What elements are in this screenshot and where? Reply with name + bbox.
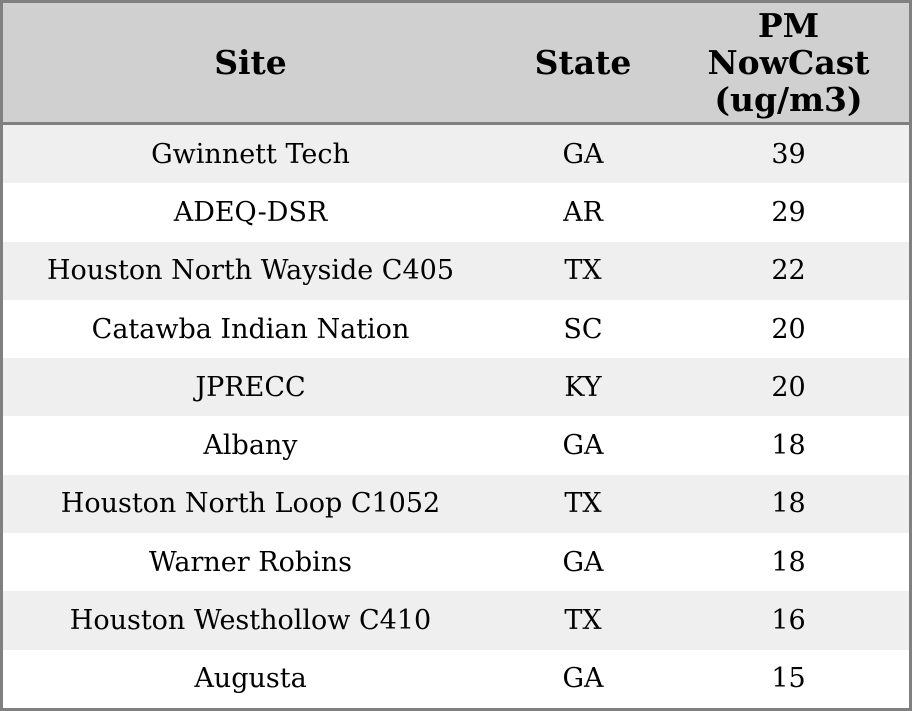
- site-cell: Houston North Wayside C405: [46, 255, 455, 287]
- pm-nowcast-cell: 18: [771, 546, 806, 578]
- site-cell: Augusta: [194, 663, 307, 695]
- site-cell: Houston North Loop C1052: [60, 488, 441, 520]
- site-cell: Catawba Indian Nation: [91, 313, 410, 345]
- column-header-site: Site: [3, 3, 498, 125]
- state-cell: KY: [564, 371, 602, 403]
- table-row: Catawba Indian Nation SC 20: [3, 299, 909, 359]
- pm-nowcast-cell: 16: [771, 605, 806, 637]
- state-cell: GA: [562, 546, 604, 578]
- column-header-state: State: [498, 3, 668, 125]
- header-row: Site State PM NowCast (ug/m3): [3, 3, 909, 125]
- state-cell: SC: [563, 313, 603, 345]
- table-row: Houston North Loop C1052 TX 18: [3, 474, 909, 534]
- table-row: JPRECC KY 20: [3, 358, 909, 417]
- table-row: Augusta GA 15: [3, 649, 909, 708]
- state-cell: GA: [562, 138, 604, 170]
- pm-nowcast-cell: 29: [771, 196, 806, 228]
- state-cell: TX: [564, 488, 602, 520]
- table-row: Albany GA 18: [3, 416, 909, 475]
- state-cell: TX: [564, 255, 602, 287]
- pm-nowcast-cell: 18: [771, 488, 806, 520]
- table-row: ADEQ-DSR AR 29: [3, 183, 909, 242]
- column-header-pm-nowcast: PM NowCast (ug/m3): [668, 3, 909, 125]
- site-cell: Warner Robins: [148, 546, 352, 578]
- pm-nowcast-cell: 18: [771, 430, 806, 462]
- pm-nowcast-cell: 20: [771, 313, 806, 345]
- table-row: Houston Westhollow C410 TX 16: [3, 591, 909, 650]
- table-body: Gwinnett Tech GA 39 ADEQ-DSR AR 29 Houst…: [3, 125, 909, 708]
- site-cell: Albany: [203, 430, 298, 462]
- pm-nowcast-cell: 15: [771, 663, 806, 695]
- pm-nowcast-cell: 39: [771, 138, 806, 170]
- state-cell: TX: [564, 605, 602, 637]
- state-cell: GA: [562, 430, 604, 462]
- state-cell: AR: [563, 196, 603, 228]
- table-row: Warner Robins GA 18: [3, 533, 909, 592]
- table-row: Houston North Wayside C405 TX 22: [3, 241, 909, 300]
- site-cell: Houston Westhollow C410: [69, 605, 432, 637]
- pm-nowcast-cell: 22: [771, 255, 806, 287]
- pm-nowcast-table: Site State PM NowCast (ug/m3) Gwinnett T…: [3, 3, 909, 708]
- table-row: Gwinnett Tech GA 39: [3, 125, 909, 184]
- site-cell: ADEQ-DSR: [173, 196, 328, 228]
- pm-nowcast-cell: 20: [771, 371, 806, 403]
- site-cell: JPRECC: [195, 371, 306, 403]
- site-cell: Gwinnett Tech: [151, 138, 350, 170]
- state-cell: GA: [562, 663, 604, 695]
